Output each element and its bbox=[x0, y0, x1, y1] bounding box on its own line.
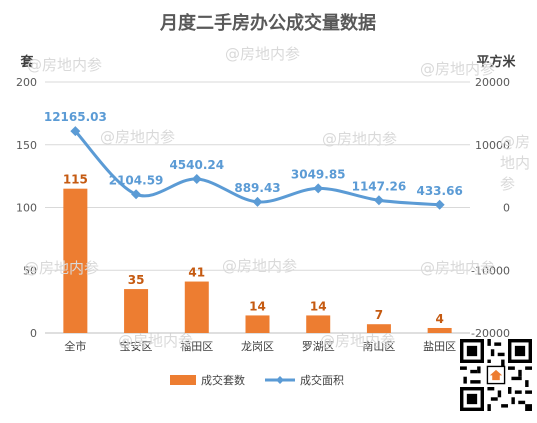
bar bbox=[124, 289, 149, 333]
line-data-label: 433.66 bbox=[416, 184, 462, 198]
x-tick-label: 宝安区 bbox=[120, 339, 153, 353]
line-point bbox=[373, 195, 384, 206]
legend-marker bbox=[276, 376, 284, 384]
line-point bbox=[313, 183, 324, 194]
legend-swatch-bar bbox=[170, 375, 196, 385]
bar-data-label: 35 bbox=[128, 273, 145, 287]
bar bbox=[306, 315, 331, 333]
line-point bbox=[191, 174, 202, 185]
legend-label: 成交面积 bbox=[300, 373, 344, 387]
y-tick-label: 150 bbox=[16, 139, 37, 152]
y-tick-label: 0 bbox=[30, 327, 37, 340]
x-tick-label: 南山区 bbox=[362, 340, 395, 353]
bar-data-label: 4 bbox=[435, 312, 443, 326]
y-tick-label: 200 bbox=[16, 76, 37, 89]
legend: 成交套数 成交面积 bbox=[170, 373, 344, 387]
bar bbox=[366, 324, 391, 333]
bar-data-label: 41 bbox=[188, 266, 205, 280]
bar bbox=[245, 315, 270, 333]
line-series: 12165.03 2104.59 4540.24 889.43 3049.85 1147.… bbox=[44, 110, 463, 210]
line-data-label: 2104.59 bbox=[109, 173, 164, 187]
y-axis-title: 套 bbox=[19, 54, 34, 70]
y2-tick-label: 10000 bbox=[475, 139, 510, 152]
legend-label: 成交套数 bbox=[201, 373, 245, 387]
gridlines bbox=[45, 81, 470, 334]
y2-tick-label: -10000 bbox=[471, 264, 510, 277]
axes: 0 50 100 150 200 -20000 -10000 0 10000 20000 全市 宝安区… bbox=[16, 76, 510, 353]
bar-data-label: 115 bbox=[63, 173, 88, 187]
chart-title: 月度二手房办公成交量数据 bbox=[159, 12, 376, 34]
y2-tick-label: 0 bbox=[503, 202, 510, 215]
qr-code-image bbox=[460, 339, 532, 411]
x-tick-label: 福田区 bbox=[180, 339, 213, 353]
line-data-label: 1147.26 bbox=[352, 179, 407, 193]
y2-tick-label: -20000 bbox=[471, 327, 510, 340]
bar bbox=[184, 281, 209, 333]
x-tick-label: 龙岗区 bbox=[241, 340, 274, 353]
x-tick-label: 全市 bbox=[64, 339, 86, 353]
y2-tick-label: 20000 bbox=[475, 76, 510, 89]
x-tick-label: 罗湖区 bbox=[302, 340, 335, 353]
y-tick-label: 100 bbox=[16, 202, 37, 215]
line-data-label: 3049.85 bbox=[291, 167, 346, 181]
line-data-label: 4540.24 bbox=[169, 158, 224, 172]
bar-series: 115 35 41 14 14 7 4 bbox=[63, 173, 452, 333]
line-point bbox=[434, 199, 445, 210]
bar-data-label: 14 bbox=[249, 299, 266, 313]
line-point bbox=[131, 189, 142, 200]
line-data-label: 12165.03 bbox=[44, 110, 107, 124]
bar bbox=[427, 327, 452, 333]
line-point bbox=[70, 126, 81, 137]
bar-data-label: 7 bbox=[375, 308, 383, 322]
bar bbox=[63, 188, 88, 333]
line-point bbox=[252, 196, 263, 207]
y2-axis-title: 平方米 bbox=[476, 54, 516, 70]
bar-data-label: 14 bbox=[310, 299, 327, 313]
line-data-label: 889.43 bbox=[234, 181, 280, 195]
x-tick-label: 盐田区 bbox=[423, 340, 456, 353]
y-tick-label: 50 bbox=[23, 264, 37, 277]
